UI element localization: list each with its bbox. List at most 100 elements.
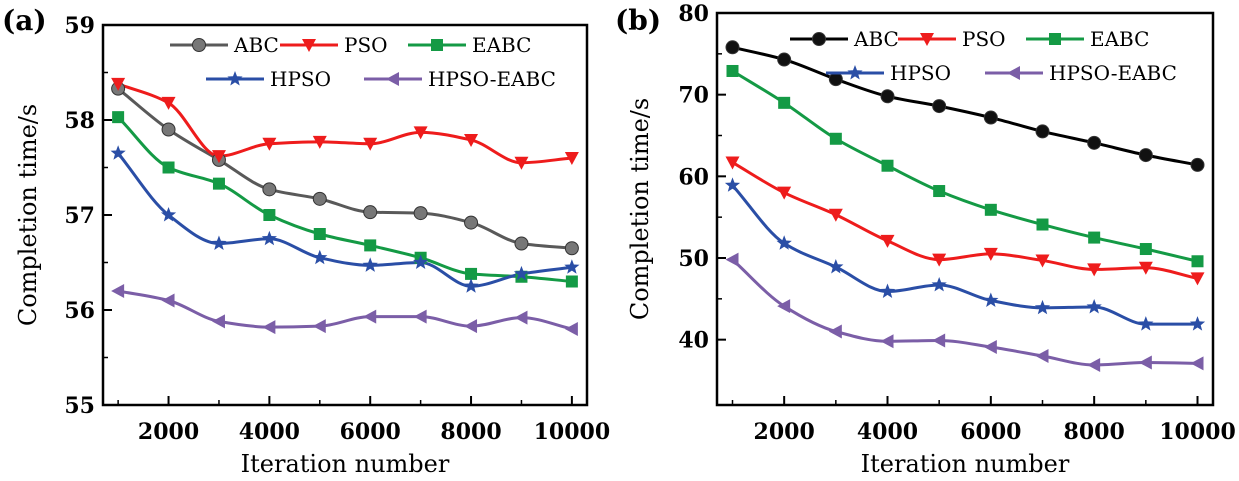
legend-marker [812, 32, 826, 46]
y-tick-label: 59 [64, 13, 95, 39]
data-point-pso [1190, 272, 1205, 286]
data-point-abc [413, 206, 428, 221]
series-line-hpso-eabc [731, 258, 1198, 367]
data-point-pso [880, 234, 895, 248]
series-line-pso [731, 161, 1198, 280]
data-point-pso [1138, 261, 1153, 275]
data-point-pso [1087, 263, 1102, 277]
legend-label: EABC [472, 33, 531, 57]
legend-marker [386, 72, 399, 86]
data-point-eabc [1088, 231, 1101, 244]
data-point-eabc [1191, 255, 1204, 268]
data-point-hpso-eabc [211, 314, 225, 329]
data-point-pso [464, 133, 479, 147]
data-point-eabc [778, 96, 791, 109]
data-point-pso [1035, 254, 1050, 268]
data-point-abc [564, 241, 579, 256]
series-markers-hpso-eabc [111, 284, 578, 336]
data-point-pso [983, 247, 998, 261]
chart-panel-b: (b) 40 50 60 70 80 2000 4000 6000 8000 10000 Iterat… [615, 1, 1236, 478]
x-tick-label: 4000 [239, 419, 300, 445]
data-point-pso [725, 156, 740, 170]
data-point-abc [1087, 135, 1102, 150]
legend-item-abc: ABC [790, 27, 899, 51]
x-tick-label: 4000 [857, 419, 918, 445]
panel-label: (b) [615, 4, 661, 37]
legend-label: PSO [962, 27, 1006, 51]
legend-label: HPSO [270, 67, 331, 91]
legend-marker [847, 65, 863, 80]
legend-item-eabc: EABC [1026, 27, 1149, 51]
series-line-eabc [731, 69, 1198, 263]
data-point-hpso-eabc [111, 284, 125, 298]
series-markers-hpso-eabc [725, 252, 1204, 372]
data-point-abc [828, 72, 843, 87]
data-point-abc [464, 215, 479, 230]
x-axis-title: Iteration number [241, 450, 450, 478]
data-point-hpso [110, 145, 126, 160]
legend-marker [431, 39, 443, 51]
legend-marker [920, 33, 934, 46]
series-line-abc [117, 87, 573, 250]
x-tick-label: 2000 [138, 419, 199, 445]
data-point-pso [262, 137, 277, 151]
data-point-hpso [724, 177, 741, 192]
data-point-hpso-eabc [413, 309, 427, 324]
series-markers-eabc [726, 64, 1204, 268]
data-point-hpso-eabc [932, 333, 946, 348]
data-point-hpso [931, 276, 947, 292]
data-point-eabc [212, 177, 225, 190]
y-tick-label: 55 [64, 393, 95, 419]
legend-label: ABC [853, 27, 899, 51]
legend-label: EABC [1090, 27, 1149, 51]
data-point-hpso [983, 292, 999, 307]
data-point-hpso-eabc [777, 299, 791, 314]
data-point-abc [514, 236, 529, 251]
data-point-hpso [362, 257, 378, 272]
data-point-hpso-eabc [983, 340, 997, 355]
data-point-pso [564, 152, 579, 165]
data-point-eabc [313, 228, 326, 240]
data-point-hpso-eabc [363, 309, 377, 324]
data-point-hpso-eabc [725, 252, 739, 267]
data-point-hpso [564, 259, 580, 274]
series-markers-abc [725, 40, 1205, 172]
legend-marker [192, 38, 206, 52]
data-point-hpso-eabc [312, 319, 326, 334]
panel-label: (a) [2, 4, 47, 37]
y-tick-label: 40 [678, 328, 709, 354]
data-point-abc [312, 191, 327, 206]
legend-item-hpso-eabc: HPSO-EABC [985, 61, 1177, 85]
data-point-hpso [513, 265, 530, 281]
data-point-abc [932, 99, 947, 114]
data-point-hpso-eabc [161, 293, 175, 308]
data-point-abc [880, 89, 895, 104]
data-point-pso [777, 186, 792, 200]
x-tick-label: 10000 [534, 419, 611, 445]
data-point-hpso-eabc [514, 310, 528, 325]
data-point-pso [211, 150, 226, 164]
data-point-hpso [1189, 316, 1206, 331]
data-point-pso [413, 126, 428, 140]
data-point-pso [828, 208, 843, 222]
data-point-eabc [933, 185, 946, 198]
data-point-hpso-eabc [564, 322, 578, 336]
y-tick-label: 80 [678, 1, 709, 27]
legend-item-hpso-eabc: HPSO-EABC [364, 67, 556, 91]
legend-marker [1007, 66, 1020, 80]
y-axis-title: Completion time/s [626, 98, 654, 320]
legend-item-hpso: HPSO [826, 61, 951, 85]
series-line-abc [732, 45, 1198, 167]
legend-label: HPSO [890, 61, 951, 85]
chart-panel-a: (a) 55 56 57 58 59 2000 4000 6000 8000 10000 Iterat… [2, 4, 610, 478]
data-point-eabc [829, 132, 842, 145]
legend: ABC PSO EABC HPSO HPSO-EABC [790, 27, 1177, 85]
data-point-hpso [776, 235, 792, 250]
data-point-abc [262, 182, 277, 197]
data-point-abc [725, 40, 740, 55]
data-point-eabc [1139, 243, 1152, 256]
y-tick-label: 70 [678, 83, 709, 109]
data-point-hpso [1138, 316, 1154, 331]
data-point-eabc [162, 161, 175, 174]
x-tick-label: 8000 [1064, 419, 1125, 445]
